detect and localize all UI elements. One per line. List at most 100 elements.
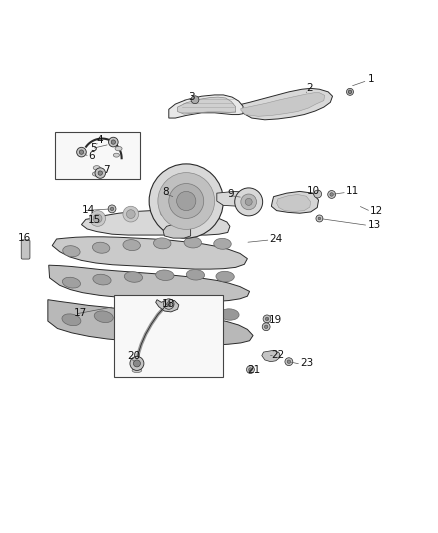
Text: 8: 8 [162,187,169,197]
Circle shape [263,315,271,323]
Circle shape [166,302,171,306]
Circle shape [190,206,206,222]
Bar [114,295,223,376]
Polygon shape [272,191,318,213]
Circle shape [160,207,169,216]
Text: 23: 23 [300,358,313,368]
Circle shape [265,325,268,328]
Text: 9: 9 [228,189,234,199]
Text: 13: 13 [367,220,381,230]
Text: 18: 18 [162,298,176,309]
Text: 5: 5 [90,143,97,153]
Ellipse shape [115,147,122,151]
Text: 17: 17 [74,308,87,318]
Circle shape [93,214,102,223]
Circle shape [285,358,293,366]
Circle shape [287,360,290,364]
Ellipse shape [93,166,100,170]
Ellipse shape [93,274,111,285]
Polygon shape [49,265,250,302]
FancyBboxPatch shape [21,240,30,259]
Text: 19: 19 [269,315,283,325]
Text: 16: 16 [18,233,32,243]
Polygon shape [217,191,258,207]
Circle shape [158,173,215,229]
Text: 7: 7 [103,165,110,175]
Circle shape [245,198,252,205]
Text: 20: 20 [127,351,141,361]
Polygon shape [163,224,191,238]
Text: 6: 6 [88,151,95,161]
Circle shape [194,210,202,219]
Text: 2: 2 [306,83,313,93]
Circle shape [318,217,321,220]
Circle shape [130,357,144,370]
Ellipse shape [63,246,80,257]
Ellipse shape [155,270,174,280]
Circle shape [109,138,118,147]
Polygon shape [81,211,230,235]
Text: 22: 22 [272,350,285,360]
Circle shape [177,191,196,211]
Text: 21: 21 [247,366,261,375]
Polygon shape [155,300,179,312]
Circle shape [346,88,353,95]
Ellipse shape [62,277,81,288]
Ellipse shape [123,240,141,251]
Circle shape [90,211,106,227]
Circle shape [235,188,263,216]
Circle shape [134,360,141,367]
Circle shape [249,368,252,372]
Ellipse shape [186,270,205,280]
Text: 10: 10 [306,187,319,196]
Circle shape [95,168,106,179]
Ellipse shape [92,242,110,253]
Circle shape [111,140,116,144]
Polygon shape [48,300,253,345]
Text: 4: 4 [97,135,103,145]
Polygon shape [177,97,236,114]
Polygon shape [241,93,325,116]
Circle shape [328,190,336,198]
Circle shape [247,366,254,374]
Circle shape [330,193,333,196]
Ellipse shape [92,172,99,176]
Circle shape [348,90,352,94]
Ellipse shape [62,314,81,326]
Text: 24: 24 [269,234,283,244]
Polygon shape [239,88,332,120]
Circle shape [149,164,223,238]
Circle shape [98,171,102,175]
Circle shape [127,210,135,219]
Circle shape [262,323,270,330]
Circle shape [110,207,114,211]
Text: 3: 3 [188,92,195,102]
Circle shape [169,183,204,219]
Circle shape [241,194,257,210]
Circle shape [123,206,139,222]
Circle shape [77,147,86,157]
Polygon shape [52,237,247,269]
Polygon shape [262,350,280,362]
Circle shape [316,215,323,222]
Ellipse shape [127,308,145,320]
Ellipse shape [214,238,231,249]
Text: 14: 14 [81,205,95,215]
Ellipse shape [184,237,201,248]
Ellipse shape [124,272,142,282]
Circle shape [79,150,84,154]
Bar [55,132,141,179]
Circle shape [163,299,174,309]
Text: 11: 11 [346,187,359,196]
Text: 12: 12 [370,206,383,216]
Ellipse shape [94,311,113,322]
Circle shape [265,317,269,321]
Text: 1: 1 [367,74,374,84]
Ellipse shape [220,309,239,320]
Ellipse shape [216,271,234,282]
Circle shape [156,204,172,220]
Circle shape [314,190,321,198]
Circle shape [191,96,199,103]
Polygon shape [169,95,243,118]
Ellipse shape [113,153,120,157]
